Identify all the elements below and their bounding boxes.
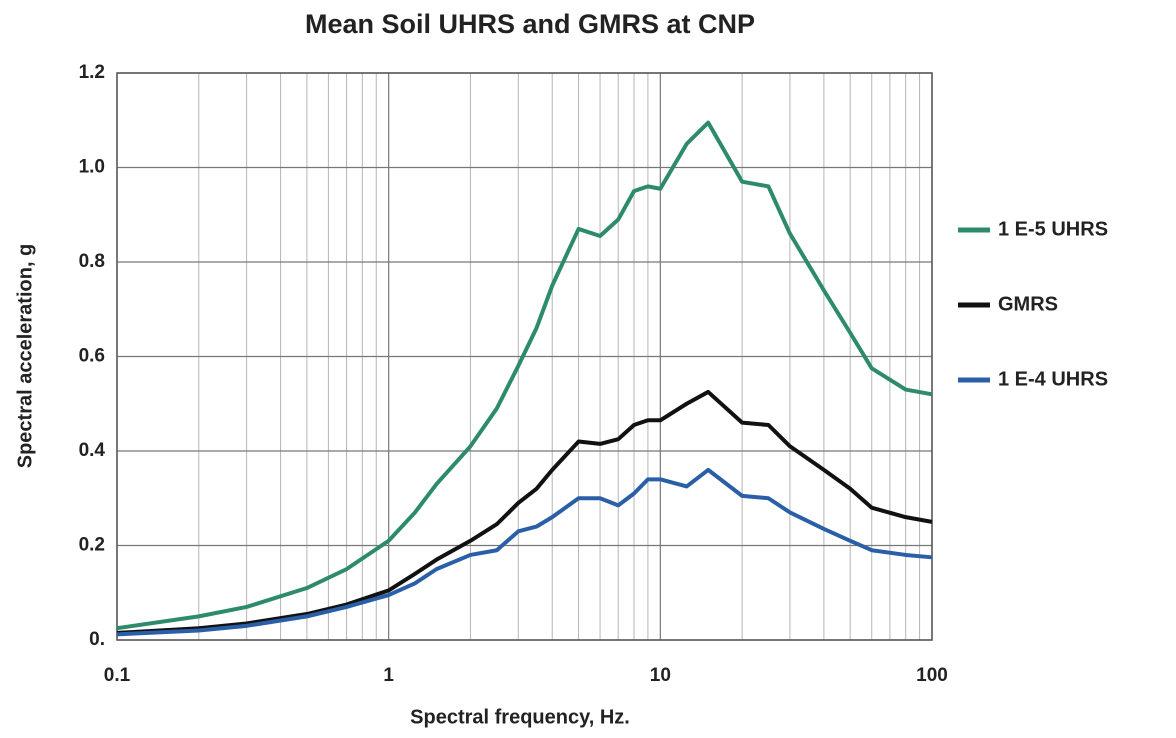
- y-tick-label: 0.4: [79, 440, 106, 461]
- y-axis-label: Spectral acceleration, g: [14, 244, 36, 469]
- legend-label: GMRS: [998, 293, 1058, 315]
- x-axis-label: Spectral frequency, Hz.: [410, 706, 630, 728]
- x-tick-label: 1: [383, 665, 394, 686]
- series-line: [116, 120, 933, 631]
- x-tick-label: 10: [650, 665, 671, 686]
- series-line: [116, 467, 933, 637]
- y-tick-label: 0.2: [79, 535, 105, 556]
- x-tick-label: 0.1: [104, 665, 131, 686]
- series-line: [116, 389, 933, 635]
- y-tick-label: 1.0: [79, 157, 105, 178]
- plot-frame: [116, 72, 933, 641]
- chart-title: Mean Soil UHRS and GMRS at CNP: [305, 9, 755, 39]
- x-tick-label: 100: [916, 665, 948, 686]
- legend-label: 1 E-5 UHRS: [998, 218, 1108, 240]
- y-tick-label: 1.2: [79, 62, 105, 83]
- y-tick-label: 0.6: [79, 346, 105, 367]
- y-tick-label: 0.: [89, 629, 105, 650]
- y-tick-label: 0.8: [79, 251, 105, 272]
- legend-label: 1 E-4 UHRS: [998, 368, 1108, 390]
